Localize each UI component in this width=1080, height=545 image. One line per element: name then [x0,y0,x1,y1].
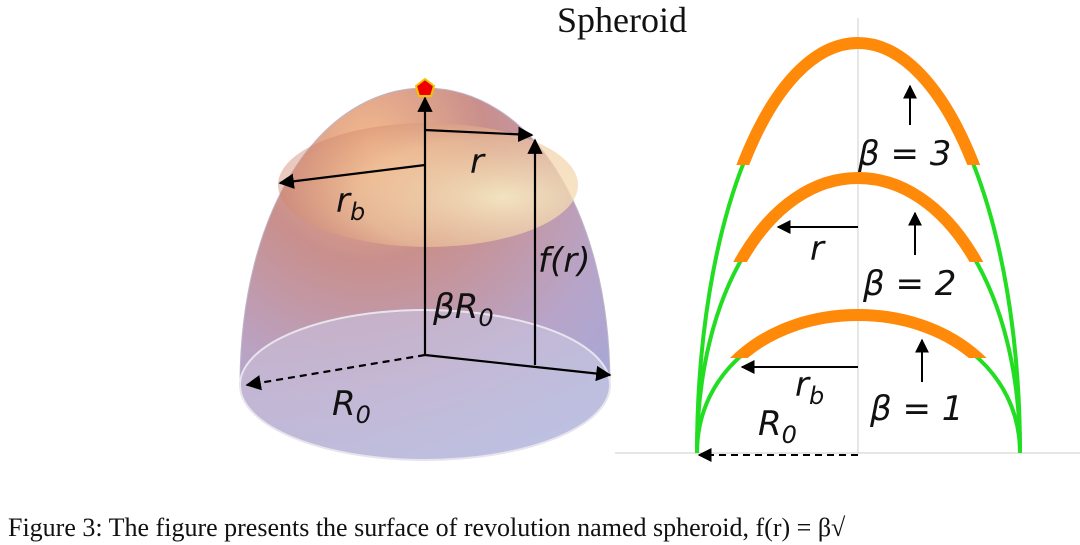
label-sub: b [350,198,365,226]
label-base: R [332,384,356,424]
label-sub: 0 [782,421,797,449]
profiles [615,18,1080,462]
label-base: r [795,365,811,405]
label-base: r [336,181,352,221]
label-rb: rb [336,181,365,226]
label-fr: f(r) [538,241,590,281]
label-r: r [810,229,826,269]
label-r: r [470,142,486,182]
label-base: R [758,404,782,444]
label-sub: b [809,382,824,410]
spheroid [239,77,612,461]
label-r0: R0 [758,404,797,449]
label-r0: R0 [332,384,371,429]
label-rb: rb [795,365,824,410]
label-beta-2: β = 2 [862,264,956,304]
figure-title: Spheroid [557,0,687,40]
label-beta-3: β = 3 [857,134,951,174]
label-beta-r0: βR0 [432,287,494,332]
label-beta-1: β = 1 [869,389,963,429]
label-sub: 0 [478,304,493,332]
label-base: βR [432,287,478,327]
caption: Figure 3: The figure presents the surfac… [8,513,846,542]
label-sub: 0 [356,401,371,429]
